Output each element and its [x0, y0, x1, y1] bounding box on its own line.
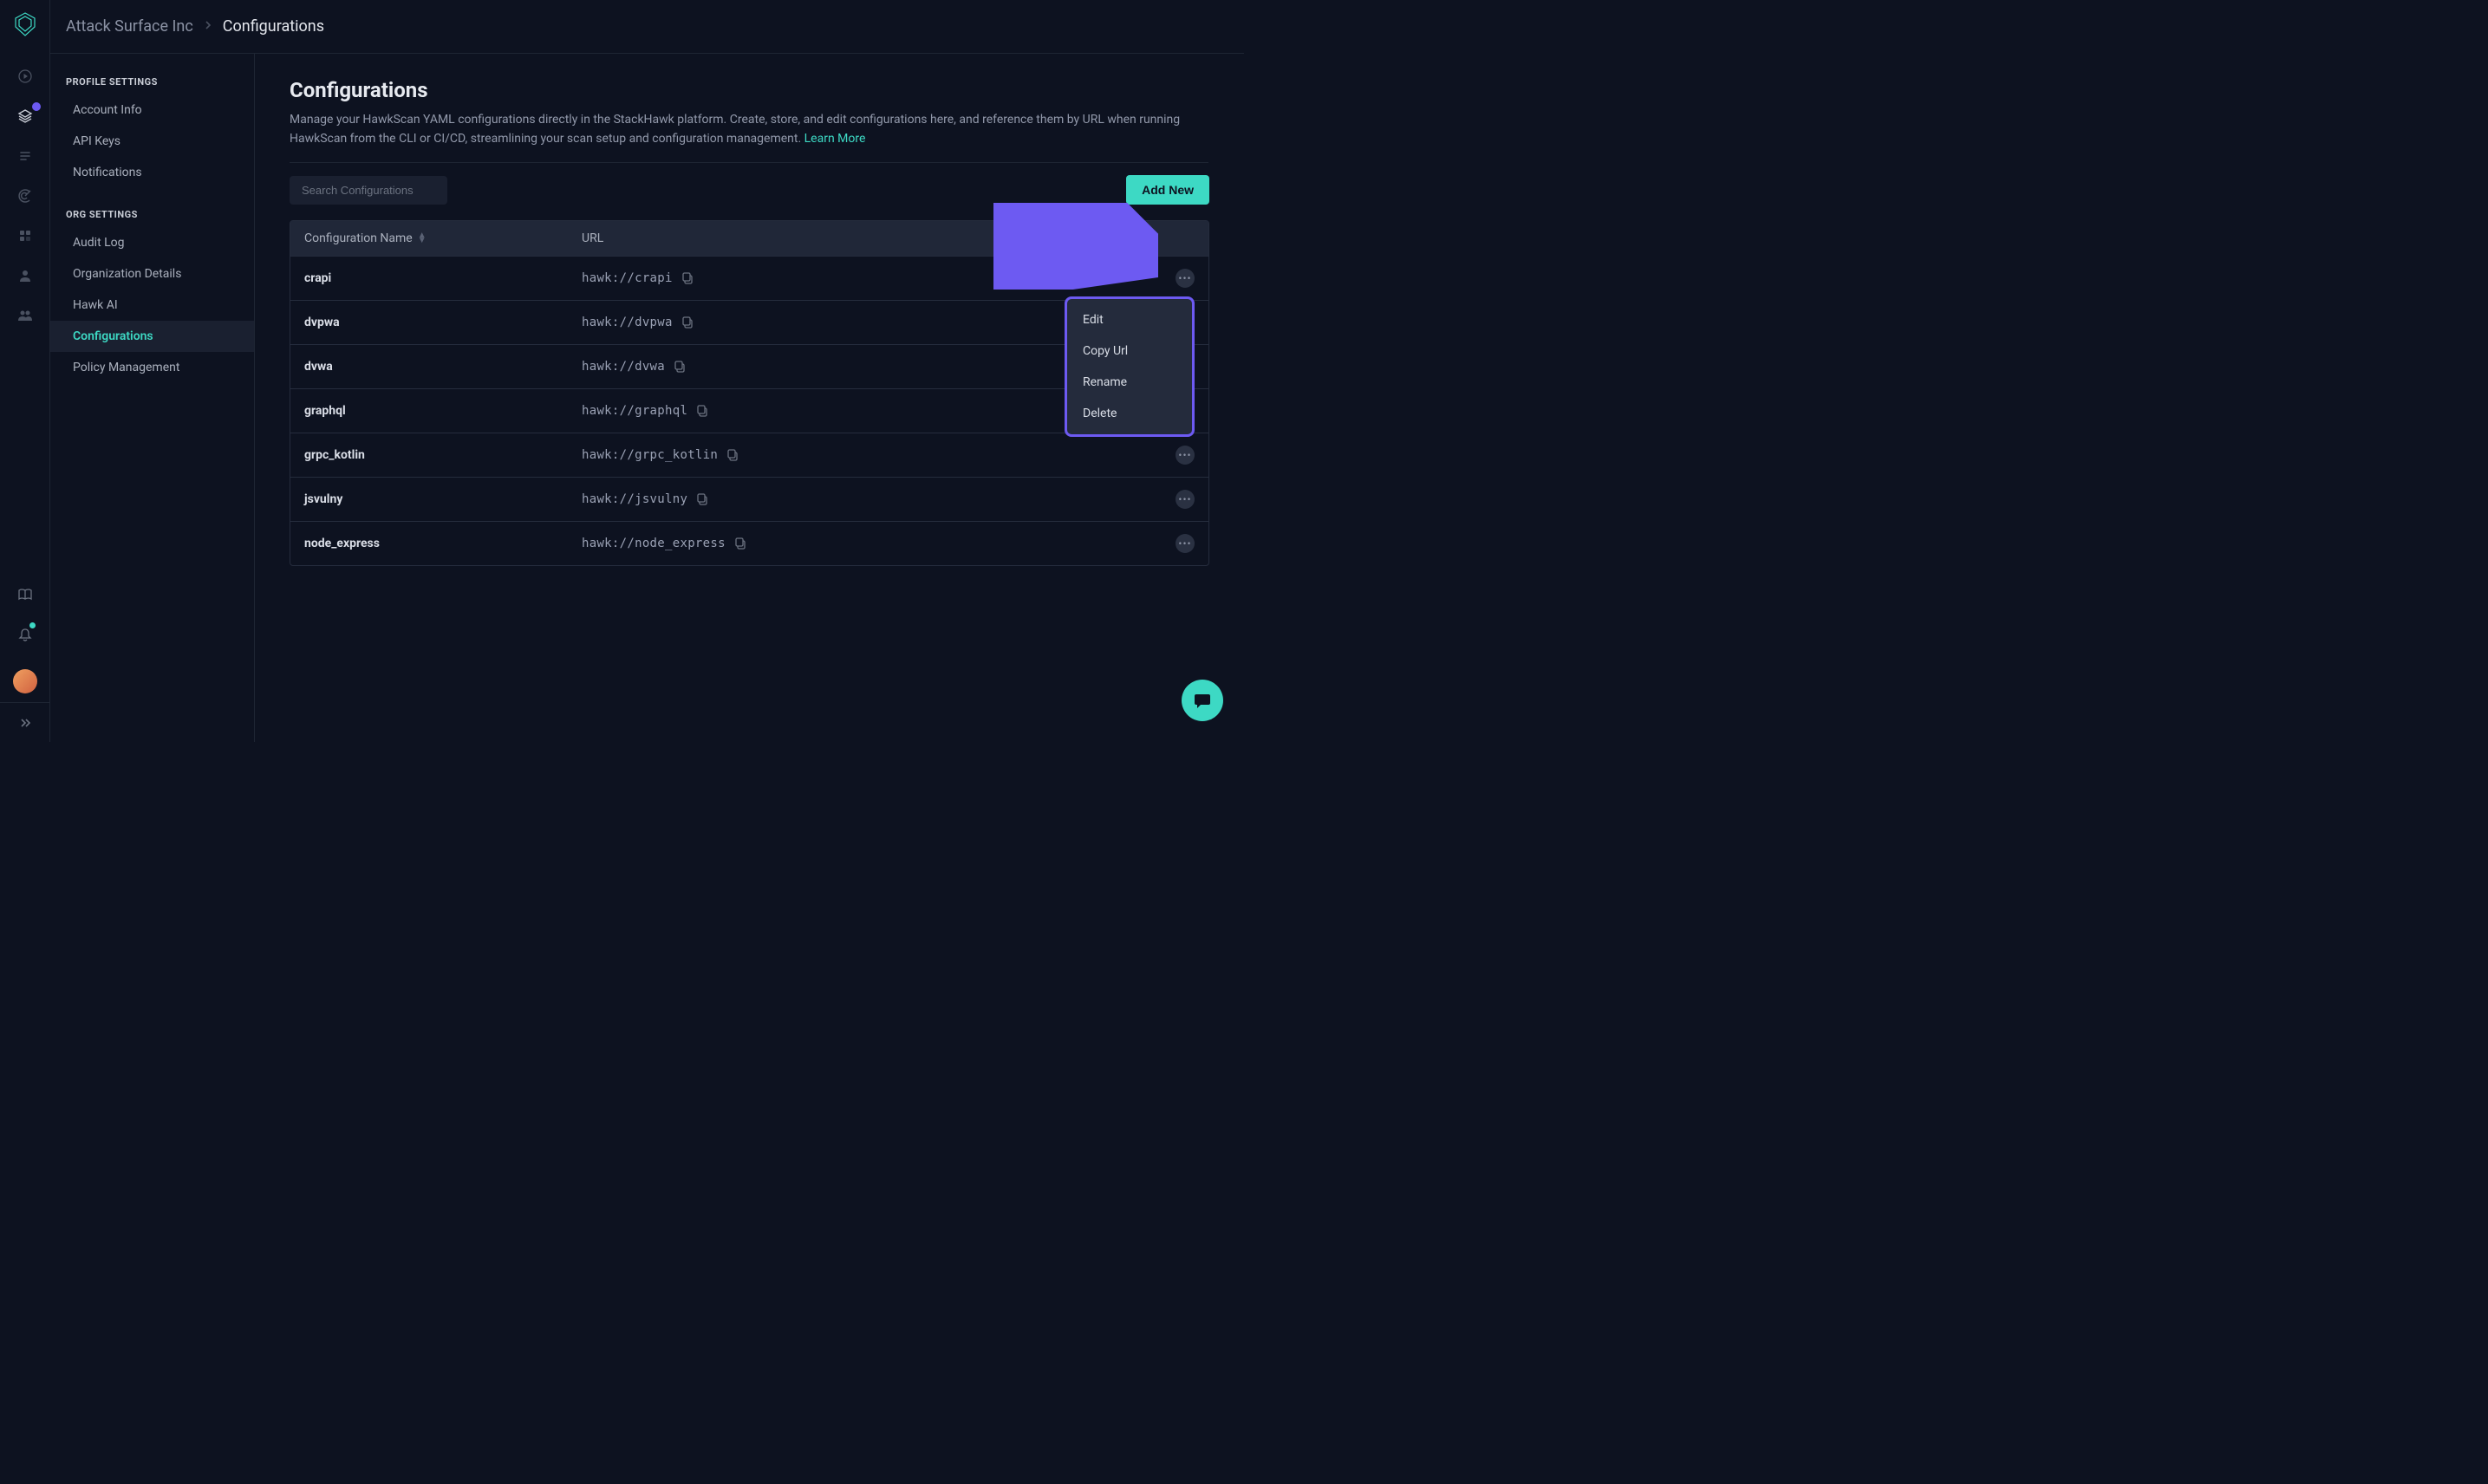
- sidebar-item-hawk-ai[interactable]: Hawk AI: [50, 290, 254, 321]
- col-header-url: URL: [582, 231, 1195, 245]
- add-new-button[interactable]: Add New: [1126, 175, 1209, 205]
- sort-icon[interactable]: ▲▼: [418, 233, 427, 244]
- rail-target-icon[interactable]: [11, 182, 39, 210]
- table-row: jsvulnyhawk://jsvulny •••: [290, 477, 1208, 521]
- rail-layers-icon[interactable]: [11, 102, 39, 130]
- config-url: hawk://grpc_kotlin: [582, 448, 718, 462]
- table-row: node_expresshawk://node_express •••: [290, 521, 1208, 565]
- col-header-name[interactable]: Configuration Name: [304, 231, 413, 245]
- sidebar-header-profile: PROFILE SETTINGS: [50, 69, 254, 94]
- context-menu: EditCopy UrlRenameDelete: [1065, 296, 1195, 437]
- config-url: hawk://dvwa: [582, 360, 665, 374]
- rail-play-icon[interactable]: [11, 62, 39, 90]
- page-title: Configurations: [290, 78, 1209, 102]
- rail-apps-icon[interactable]: [11, 222, 39, 250]
- config-url: hawk://crapi: [582, 271, 673, 285]
- rail-expand-icon[interactable]: [0, 702, 49, 730]
- nav-rail: [0, 0, 50, 742]
- breadcrumb-page: Configurations: [223, 17, 324, 36]
- row-menu-button[interactable]: •••: [1176, 534, 1195, 553]
- ctx-item-copy-url[interactable]: Copy Url: [1072, 335, 1187, 367]
- sidebar-item-configurations[interactable]: Configurations: [50, 321, 254, 352]
- rail-users-icon[interactable]: [11, 302, 39, 329]
- configurations-table: Configuration Name ▲▼ URL crapihawk://cr…: [290, 220, 1209, 566]
- copy-icon[interactable]: [681, 272, 694, 284]
- search-input[interactable]: [290, 176, 447, 205]
- sidebar-item-notifications[interactable]: Notifications: [50, 157, 254, 188]
- page-description-text: Manage your HawkScan YAML configurations…: [290, 113, 1180, 146]
- copy-icon[interactable]: [696, 493, 708, 505]
- config-name: graphql: [304, 404, 582, 418]
- copy-icon[interactable]: [696, 405, 708, 417]
- config-url: hawk://dvpwa: [582, 316, 673, 329]
- table-header-row: Configuration Name ▲▼ URL: [290, 221, 1208, 256]
- config-name: dvwa: [304, 360, 582, 374]
- copy-icon[interactable]: [734, 537, 746, 550]
- settings-sidebar: PROFILE SETTINGS Account InfoAPI KeysNot…: [50, 54, 255, 742]
- config-url: hawk://node_express: [582, 537, 726, 550]
- sidebar-header-org: ORG SETTINGS: [50, 202, 254, 227]
- config-name: crapi: [304, 271, 582, 285]
- rail-user-icon[interactable]: [11, 262, 39, 290]
- chevron-right-icon: [204, 20, 212, 34]
- sidebar-item-audit-log[interactable]: Audit Log: [50, 227, 254, 258]
- config-name: grpc_kotlin: [304, 448, 582, 462]
- rail-list-icon[interactable]: [11, 142, 39, 170]
- copy-icon[interactable]: [674, 361, 686, 373]
- sidebar-item-account-info[interactable]: Account Info: [50, 94, 254, 126]
- config-name: node_express: [304, 537, 582, 550]
- avatar[interactable]: [13, 669, 37, 693]
- ctx-item-rename[interactable]: Rename: [1072, 367, 1187, 398]
- chat-fab[interactable]: [1182, 680, 1223, 721]
- config-url: hawk://jsvulny: [582, 492, 687, 506]
- sidebar-item-policy-management[interactable]: Policy Management: [50, 352, 254, 383]
- config-name: dvpwa: [304, 316, 582, 329]
- copy-icon[interactable]: [726, 449, 739, 461]
- sidebar-item-organization-details[interactable]: Organization Details: [50, 258, 254, 290]
- config-url: hawk://graphql: [582, 404, 687, 418]
- main-content: Configurations Manage your HawkScan YAML…: [255, 54, 1244, 742]
- table-row: crapihawk://crapi•••EditCopy UrlRenameDe…: [290, 256, 1208, 300]
- notification-dot: [29, 622, 36, 628]
- page-description: Manage your HawkScan YAML configurations…: [290, 111, 1208, 163]
- rail-active-badge: [30, 101, 42, 113]
- ctx-item-edit[interactable]: Edit: [1072, 304, 1187, 335]
- copy-icon[interactable]: [681, 316, 694, 329]
- rail-docs-icon[interactable]: [11, 581, 39, 609]
- breadcrumb-org[interactable]: Attack Surface Inc: [66, 17, 193, 36]
- rail-bell-icon[interactable]: [11, 621, 39, 648]
- learn-more-link[interactable]: Learn More: [804, 132, 866, 146]
- config-name: jsvulny: [304, 492, 582, 506]
- breadcrumb: Attack Surface Inc Configurations: [50, 0, 1244, 54]
- table-row: grpc_kotlinhawk://grpc_kotlin •••: [290, 433, 1208, 477]
- row-menu-button[interactable]: •••: [1176, 490, 1195, 509]
- ctx-item-delete[interactable]: Delete: [1072, 398, 1187, 429]
- sidebar-item-api-keys[interactable]: API Keys: [50, 126, 254, 157]
- logo-icon[interactable]: [11, 10, 39, 38]
- row-menu-button[interactable]: •••: [1176, 269, 1195, 288]
- row-menu-button[interactable]: •••: [1176, 446, 1195, 465]
